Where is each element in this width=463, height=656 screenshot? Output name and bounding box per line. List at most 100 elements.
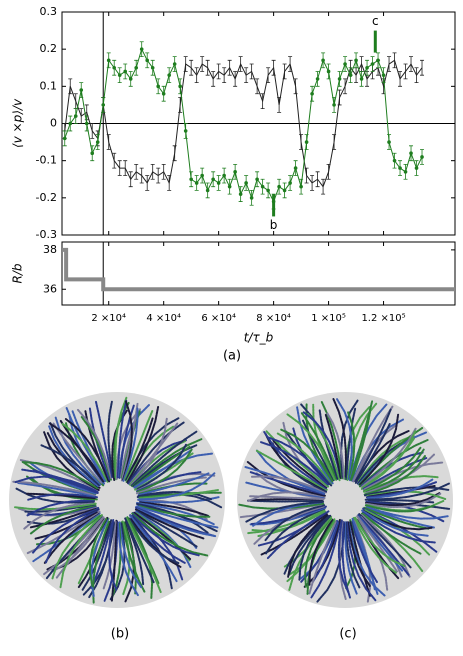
- point: [161, 91, 166, 96]
- point: [354, 58, 358, 63]
- polymer-strand: [136, 502, 216, 526]
- polymer-strand: [360, 514, 411, 578]
- point: [211, 177, 215, 182]
- polymer-strand: [354, 408, 392, 483]
- point: [403, 170, 408, 174]
- polymer-strand: [259, 440, 329, 486]
- polymer-strand: [124, 410, 154, 481]
- polymer-strand: [346, 402, 378, 481]
- polymer-strand: [361, 512, 422, 555]
- polymer-strand: [27, 493, 98, 501]
- polymer-strand: [310, 521, 342, 599]
- error-bar: [414, 67, 419, 84]
- error-bar: [409, 56, 414, 72]
- polymer-strand: [344, 521, 361, 589]
- error-bar: [205, 59, 210, 76]
- polymer-strand: [39, 444, 101, 486]
- error-bar: [315, 171, 320, 188]
- panel-label: (c): [339, 627, 356, 642]
- point: [387, 140, 391, 144]
- polymer-strand: [110, 519, 118, 602]
- y-tick-label: 0.1: [40, 79, 58, 92]
- point: [68, 121, 73, 126]
- error-bar: [216, 63, 221, 80]
- polymer-strand: [365, 448, 425, 493]
- error-bar: [266, 67, 271, 84]
- error-bar: [112, 152, 117, 169]
- polymer-strand: [363, 461, 444, 491]
- polymer-strand: [345, 521, 377, 602]
- point: [249, 196, 254, 200]
- polymer-strand: [125, 520, 145, 586]
- polymer-strand: [15, 487, 95, 504]
- series-line: [64, 59, 423, 188]
- polymer-strand: [129, 518, 182, 568]
- polymer-strand: [131, 514, 200, 557]
- point: [343, 62, 347, 66]
- error-bar: [255, 78, 260, 95]
- panel-label: (b): [111, 627, 129, 642]
- point: [238, 192, 243, 196]
- polymer-strand: [31, 506, 100, 554]
- polymer-strand: [136, 508, 217, 538]
- polymer-strand: [125, 517, 162, 593]
- error-bar: [128, 171, 133, 188]
- polymer-strand: [133, 446, 191, 488]
- error-bar: [299, 134, 304, 150]
- polymer-strand: [95, 400, 114, 478]
- polymer-strand: [129, 422, 179, 485]
- polymer-strand: [352, 516, 397, 574]
- polymer-strand: [130, 417, 168, 486]
- polymer-strand: [59, 514, 103, 589]
- polymer-strand: [136, 505, 220, 529]
- polymer-strand: [364, 486, 450, 497]
- polymer-strand: [21, 461, 99, 490]
- error-bar: [150, 163, 155, 180]
- polymer-strand: [247, 491, 325, 502]
- disk-images: [9, 392, 453, 608]
- point: [321, 58, 325, 63]
- polymer-strand: [362, 511, 436, 544]
- point: [101, 103, 106, 107]
- error-bar: [134, 163, 139, 180]
- polymer-strand: [358, 434, 415, 482]
- polymer-strand: [245, 500, 325, 523]
- error-bar: [145, 175, 150, 191]
- error-bar: [293, 78, 298, 95]
- polymer-strand: [265, 507, 326, 555]
- point: [304, 140, 309, 144]
- polymer-strand: [311, 521, 340, 584]
- point: [222, 173, 226, 178]
- polymer-strand: [350, 410, 371, 482]
- polymer-strand: [116, 399, 128, 479]
- polymer-strand: [364, 482, 450, 501]
- polymer-strand: [245, 481, 325, 499]
- point: [277, 184, 281, 189]
- polymer-strand: [111, 522, 122, 598]
- y-tick-label: -0.1: [36, 154, 57, 167]
- polymer-strand: [326, 412, 345, 480]
- polymer-strand: [361, 509, 430, 537]
- polymer-strand: [354, 516, 406, 567]
- polymer-strand: [28, 461, 97, 495]
- polymer-strand: [51, 514, 100, 581]
- error-bar: [271, 59, 276, 76]
- point: [178, 84, 182, 89]
- error-bar: [227, 59, 232, 76]
- polymer-strand: [128, 517, 180, 565]
- error-bar: [90, 123, 95, 139]
- point: [282, 188, 287, 193]
- polymer-strand: [251, 475, 328, 494]
- polymer-strand: [16, 481, 96, 497]
- polymer-strand: [346, 410, 356, 481]
- polymer-strand: [366, 506, 449, 520]
- polymer-strand: [139, 501, 209, 517]
- polymer-strand: [134, 449, 192, 489]
- polymer-strand: [263, 431, 328, 490]
- error-bar: [68, 78, 73, 95]
- polymer-strand: [49, 422, 101, 487]
- error-bar: [117, 160, 122, 176]
- error-bar: [211, 71, 216, 87]
- polymer-strand: [29, 504, 97, 535]
- error-bar: [161, 163, 166, 180]
